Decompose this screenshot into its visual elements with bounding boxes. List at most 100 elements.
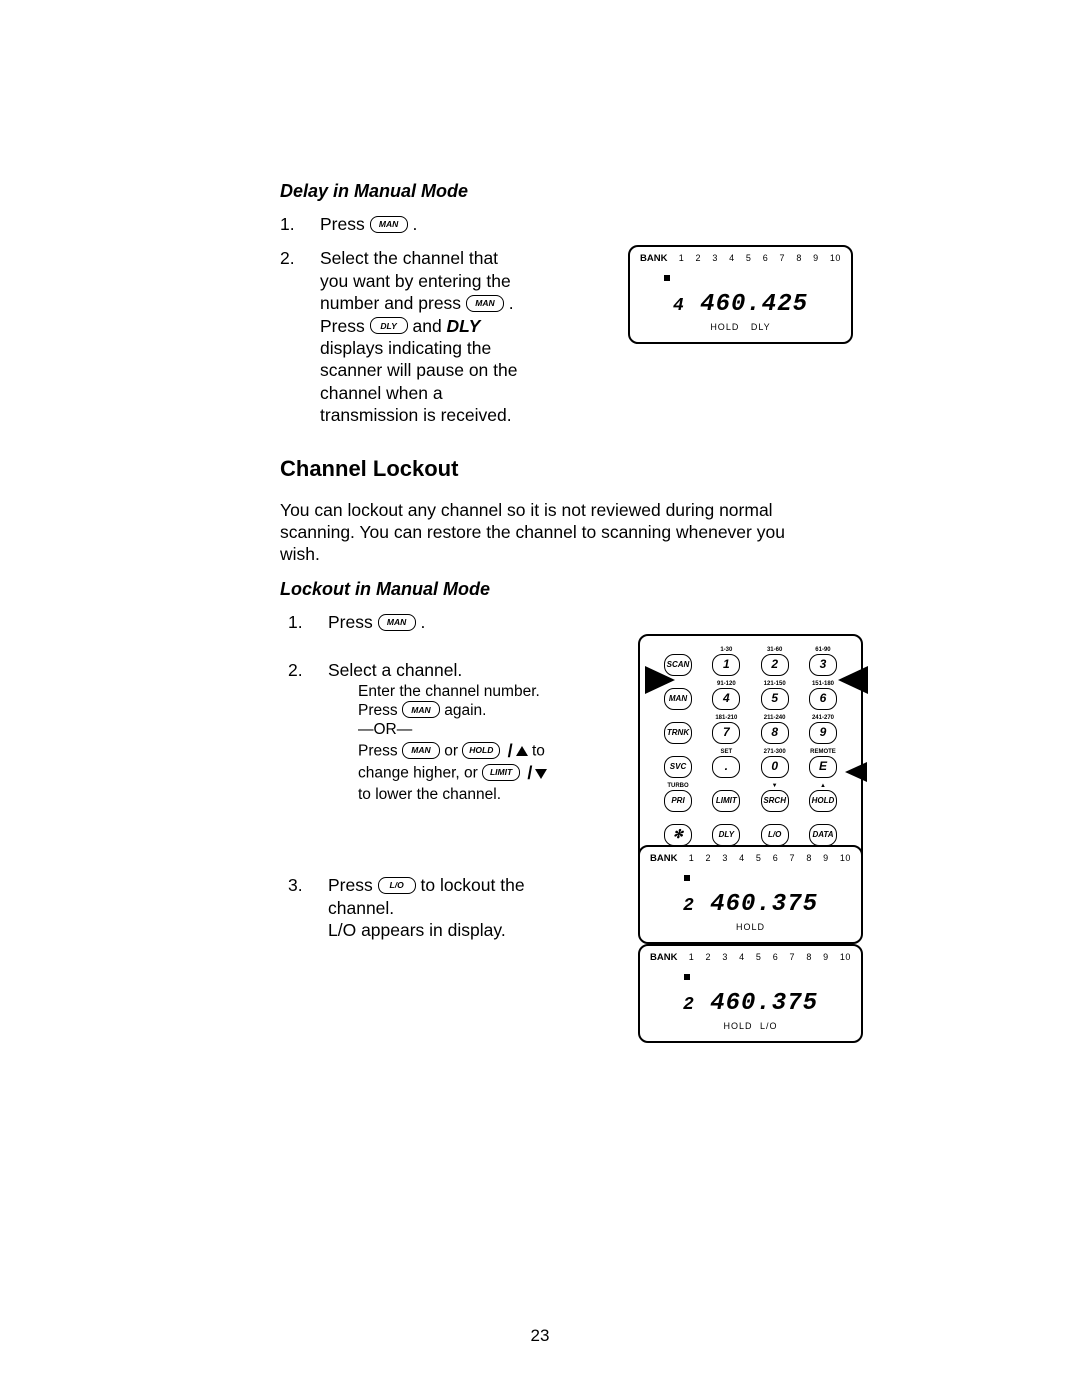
keypad-key: LIMIT (712, 790, 740, 812)
bank-dot-icon (664, 275, 670, 281)
key-top-label: 181-210 (715, 714, 737, 722)
keypad-key: 0 (761, 756, 789, 778)
keypad-cell: ▲HOLD (803, 782, 843, 812)
key-top-label: 211-240 (764, 714, 786, 722)
keypad-row: SVC SET. 271-3000 REMOTEE (658, 748, 843, 778)
keypad-key: DATA (809, 824, 837, 846)
keypad-key: DLY (712, 824, 740, 846)
keypad-cell: SET. (706, 748, 746, 778)
dly-button-icon: DLY (370, 317, 408, 334)
frequency-readout: 2 460.375 (648, 890, 853, 921)
key-top-label: 61-90 (815, 646, 830, 654)
keypad-key: 5 (761, 688, 789, 710)
keypad-cell: 181-2107 (706, 714, 746, 744)
key-top-label: 121-150 (764, 680, 786, 688)
man-button-icon: MAN (402, 701, 440, 718)
keypad-key: 6 (809, 688, 837, 710)
limit-button-icon: LIMIT (482, 764, 520, 781)
frequency-readout: 4 460.425 (638, 290, 843, 321)
keypad-key: SVC (664, 756, 692, 778)
slash-separator: / (505, 741, 516, 761)
keypad-cell: SVC (658, 748, 698, 778)
keypad-row: TRNK 181-2107 211-2408 241-2709 (658, 714, 843, 744)
bank-row: BANK 1 2 3 4 5 6 7 8 9 10 (648, 952, 853, 964)
pointer-arrow-icon (838, 666, 868, 694)
lcd-display-select: BANK 1 2 3 4 5 6 7 8 9 10 2 460.375 HOLD (638, 845, 863, 944)
keypad-cell: 211-2408 (755, 714, 795, 744)
step-number: 1. (280, 213, 320, 235)
keypad-key: . (712, 756, 740, 778)
keypad-cell: 1-301 (706, 646, 746, 676)
list-item: 1. Press MAN . (280, 213, 800, 235)
manual-page: Delay in Manual Mode 1. Press MAN . 2. S… (0, 0, 1080, 1397)
key-top-label: 241-270 (812, 714, 834, 722)
step-number: 1. (288, 611, 328, 633)
bank-dot-icon (684, 875, 690, 881)
step-number: 2. (288, 659, 328, 681)
key-top-label: 151-180 (812, 680, 834, 688)
keypad-cell: LIMIT (706, 782, 746, 812)
keypad-key: E (809, 756, 837, 778)
heading-lockout-manual: Lockout in Manual Mode (280, 578, 800, 601)
lcd-display-delay: BANK 1 2 3 4 5 6 7 8 9 10 4 460.425 HOLD… (628, 245, 853, 344)
keypad-key: 3 (809, 654, 837, 676)
keypad-cell: 241-2709 (803, 714, 843, 744)
hold-button-icon: HOLD (462, 742, 500, 759)
keypad-key: 2 (761, 654, 789, 676)
step-body: Press MAN . (320, 213, 800, 235)
status-row: HOLD DLY (638, 322, 843, 334)
lo-button-icon: L/O (378, 877, 416, 894)
key-top-label: 91-120 (717, 680, 736, 688)
lockout-intro: You can lockout any channel so it is not… (280, 499, 800, 566)
bank-dot-icon (684, 974, 690, 980)
keypad-row: MAN91-1204121-1505151-1806 (658, 680, 843, 710)
pointer-arrow-icon (845, 762, 867, 782)
down-arrow-icon (535, 769, 547, 779)
keypad-key: ✻ (664, 824, 692, 846)
man-button-icon: MAN (370, 216, 408, 233)
status-row: HOLD L/O (648, 1021, 853, 1033)
keypad-cell: DLY (706, 816, 746, 846)
keypad-key: L/O (761, 824, 789, 846)
keypad-key: 4 (712, 688, 740, 710)
step-body: Select a channel. Enter the channel numb… (328, 659, 558, 804)
keypad-cell: L/O (755, 816, 795, 846)
keypad-cell: 271-3000 (755, 748, 795, 778)
keypad-row: SCAN1-30131-60261-903 (658, 646, 843, 676)
keypad-cell: 121-1505 (755, 680, 795, 710)
step-body: Press L/O to lockout the channel. L/O ap… (328, 874, 538, 941)
up-arrow-icon (516, 746, 528, 756)
step-body: Press MAN . (328, 611, 800, 633)
keypad-key: 7 (712, 722, 740, 744)
keypad-cell: 151-1806 (803, 680, 843, 710)
frequency-readout: 2 460.375 (648, 989, 853, 1020)
man-button-icon: MAN (378, 614, 416, 631)
keypad-key: 8 (761, 722, 789, 744)
substeps: Enter the channel number. Press MAN agai… (328, 682, 558, 805)
keypad-row: TURBOPRI LIMIT ▼SRCH ▲HOLD (658, 782, 843, 812)
lcd-display-lockout: BANK 1 2 3 4 5 6 7 8 9 10 2 460.375 HOLD… (638, 944, 863, 1043)
keypad-cell: 91-1204 (706, 680, 746, 710)
keypad-cell: TRNK (658, 714, 698, 744)
keypad-cell: 31-602 (755, 646, 795, 676)
key-top-label: 271-300 (764, 748, 786, 756)
keypad-cell: ▼SRCH (755, 782, 795, 812)
pointer-arrow-icon (645, 666, 675, 694)
key-top-label: REMOTE (810, 748, 836, 756)
keypad-key: HOLD (809, 790, 837, 812)
key-top-label: 31-60 (767, 646, 782, 654)
bank-row: BANK 1 2 3 4 5 6 7 8 9 10 (648, 853, 853, 865)
slash-separator: / (524, 763, 535, 783)
keypad-key: TRNK (664, 722, 692, 744)
keypad-cell: DATA (803, 816, 843, 846)
keypad-cell: ✻ (658, 816, 698, 846)
key-top-label: ▲ (820, 782, 826, 790)
keypad-cell: 61-903 (803, 646, 843, 676)
keypad-key: PRI (664, 790, 692, 812)
list-item: 1. Press MAN . (288, 611, 800, 633)
page-number: 23 (0, 1325, 1080, 1347)
key-top-label: TURBO (667, 782, 688, 790)
keypad-row: ✻ DLY L/O DATA (658, 816, 843, 846)
keypad-cell: REMOTEE (803, 748, 843, 778)
key-top-label: SET (720, 748, 732, 756)
